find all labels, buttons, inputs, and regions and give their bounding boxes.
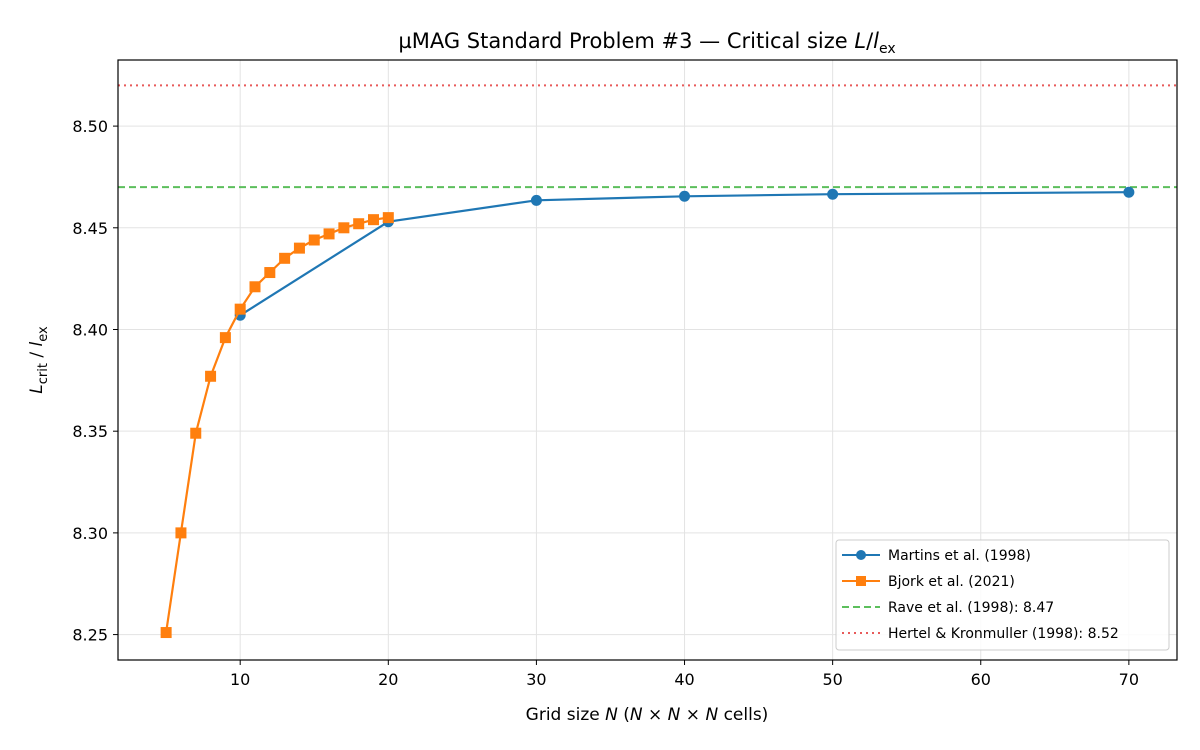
y-tick-label: 8.45 [72, 219, 108, 238]
data-point [190, 427, 202, 439]
y-tick-label: 8.50 [72, 117, 108, 136]
data-point [367, 214, 379, 226]
y-tick-label: 8.35 [72, 422, 108, 441]
data-point [353, 218, 365, 230]
data-point [338, 222, 350, 234]
x-tick-label: 40 [674, 670, 694, 689]
x-tick-label: 20 [378, 670, 398, 689]
y-tick-label: 8.25 [72, 626, 108, 645]
legend-label-martins: Martins et al. (1998) [888, 548, 1031, 564]
data-point [160, 627, 172, 639]
y-tick-label: 8.40 [72, 320, 108, 339]
x-tick-label: 60 [971, 670, 991, 689]
x-tick-label: 10 [230, 670, 250, 689]
legend-label-bjork: Bjork et al. (2021) [888, 574, 1015, 590]
data-point [293, 242, 305, 254]
reference-lines [118, 84, 1177, 189]
legend-label-rave: Rave et al. (1998): 8.47 [888, 600, 1054, 616]
data-point [530, 194, 542, 206]
data-point [219, 332, 231, 344]
data-point [234, 303, 246, 315]
legend: Martins et al. (1998) Bjork et al. (2021… [835, 539, 1170, 651]
data-point [249, 281, 261, 293]
chart-title: µMAG Standard Problem #3 — Critical size… [398, 29, 895, 57]
ticks: 10 20 30 40 50 60 70 8.25 8.30 8.35 8.40 8.45 8.50 [72, 117, 1139, 689]
x-tick-label: 70 [1119, 670, 1139, 689]
x-tick-label: 50 [822, 670, 842, 689]
legend-item-bjork: Bjork et al. (2021) [842, 574, 1015, 590]
legend-item-rave: Rave et al. (1998): 8.47 [842, 600, 1054, 616]
data-point [308, 234, 320, 246]
legend-item-hertel: Hertel & Kronmuller (1998): 8.52 [842, 626, 1119, 642]
series-1 [160, 212, 394, 639]
series-line-0 [239, 191, 1129, 317]
data-point [382, 212, 394, 224]
plot-frame [117, 59, 1178, 661]
x-tick-label: 30 [526, 670, 546, 689]
legend-box [835, 539, 1170, 651]
data-point [264, 267, 276, 279]
data-point [175, 527, 187, 539]
data-point [827, 188, 839, 200]
y-axis-title: Lcrit / lex [27, 326, 51, 394]
data-point [205, 370, 217, 382]
data-point [679, 190, 691, 202]
data-point [323, 228, 335, 240]
legend-item-martins: Martins et al. (1998) [842, 548, 1031, 564]
legend-label-hertel: Hertel & Kronmuller (1998): 8.52 [888, 626, 1119, 642]
grid [118, 60, 1177, 660]
data-point [279, 252, 291, 264]
x-axis-title: Grid size N (N × N × N cells) [526, 705, 769, 725]
y-tick-label: 8.30 [72, 524, 108, 543]
series-line-1 [165, 216, 389, 633]
series-layer [160, 186, 1135, 639]
data-point [1123, 186, 1135, 198]
